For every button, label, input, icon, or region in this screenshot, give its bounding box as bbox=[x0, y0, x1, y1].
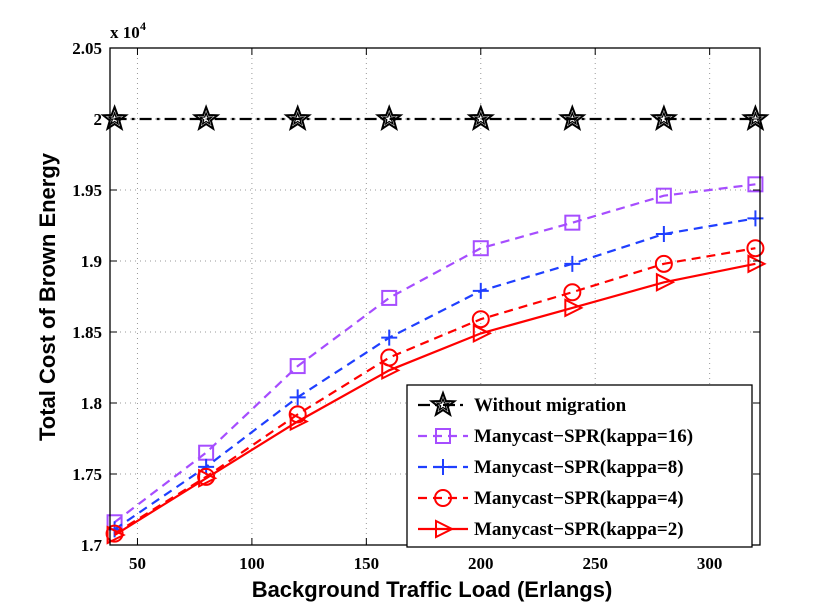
triangle-marker bbox=[472, 323, 493, 344]
star-marker bbox=[466, 104, 495, 132]
star-marker bbox=[283, 104, 312, 132]
square-marker bbox=[472, 240, 489, 257]
star-marker bbox=[649, 104, 679, 132]
star-marker bbox=[375, 104, 404, 132]
y-axis-multiplier: x 10 4 bbox=[110, 19, 146, 42]
legend-entry: Manycast−SPR(kappa=2) bbox=[418, 519, 684, 540]
star-marker-inner bbox=[564, 111, 580, 126]
series-layer bbox=[100, 104, 770, 545]
x-tick-label: 150 bbox=[354, 554, 380, 573]
legend-label: Manycast−SPR(kappa=2) bbox=[474, 519, 684, 540]
triangle-marker bbox=[289, 411, 309, 432]
series-2 bbox=[106, 210, 764, 538]
star-marker-inner bbox=[435, 397, 451, 412]
legend-label: Manycast−SPR(kappa=4) bbox=[474, 488, 684, 509]
y-tick-label: 2 bbox=[94, 110, 103, 129]
square-marker bbox=[435, 428, 451, 444]
y-tick-label: 1.9 bbox=[81, 252, 102, 271]
star-marker bbox=[191, 104, 221, 132]
plus-marker bbox=[435, 459, 451, 475]
square-marker bbox=[564, 214, 581, 231]
plus-marker bbox=[472, 282, 489, 299]
star-marker bbox=[558, 104, 587, 132]
tick-layer: 50 100 150 200 250 300 1.7 1.75 1.8 1.85 1.9 1.95 2 2… bbox=[72, 39, 760, 573]
circle-marker bbox=[563, 283, 582, 302]
star-marker bbox=[428, 390, 458, 418]
y-axis-label: Total Cost of Brown Energy bbox=[35, 152, 60, 441]
series-line bbox=[114, 262, 756, 537]
square-marker bbox=[747, 176, 764, 193]
plus-marker bbox=[381, 329, 398, 346]
x-tick-label: 50 bbox=[129, 554, 146, 573]
legend-entry: Manycast−SPR(kappa=8) bbox=[418, 457, 684, 478]
series-4 bbox=[106, 254, 767, 545]
triangle-marker bbox=[655, 272, 676, 292]
y-tick-label: 1.85 bbox=[72, 323, 102, 342]
circle-marker bbox=[471, 310, 490, 329]
multiplier-base: x 10 bbox=[110, 23, 140, 42]
star-marker-inner bbox=[198, 111, 214, 126]
y-tick-label: 1.7 bbox=[81, 536, 103, 555]
y-tick-label: 1.95 bbox=[72, 181, 102, 200]
plus-marker bbox=[289, 389, 306, 406]
legend-label: Without migration bbox=[474, 395, 627, 416]
circle-marker bbox=[434, 489, 452, 507]
y-tick-label: 1.75 bbox=[72, 465, 102, 484]
legend-entry: Without migration bbox=[418, 390, 627, 418]
circle-marker bbox=[654, 254, 673, 273]
series-0 bbox=[100, 104, 770, 132]
legend-entry: Manycast−SPR(kappa=16) bbox=[418, 426, 693, 447]
plus-marker bbox=[655, 226, 672, 243]
x-axis-label: Background Traffic Load (Erlangs) bbox=[252, 577, 613, 602]
triangle-marker bbox=[435, 519, 455, 539]
triangle-marker bbox=[564, 298, 584, 318]
square-marker bbox=[289, 358, 306, 375]
series-line bbox=[114, 247, 756, 535]
square-marker bbox=[655, 187, 672, 204]
triangle-marker bbox=[747, 254, 767, 274]
x-tick-label: 200 bbox=[468, 554, 494, 573]
legend-label: Manycast−SPR(kappa=8) bbox=[474, 457, 684, 478]
star-marker-inner bbox=[473, 111, 489, 126]
star-marker bbox=[100, 104, 129, 132]
star-marker-inner bbox=[290, 111, 306, 126]
x-tick-label: 300 bbox=[697, 554, 723, 573]
plus-marker bbox=[747, 210, 764, 227]
triangle-marker bbox=[381, 360, 401, 380]
triangle-marker bbox=[106, 525, 126, 545]
y-tick-label: 1.8 bbox=[81, 394, 102, 413]
plus-marker bbox=[198, 458, 215, 475]
star-marker bbox=[741, 104, 770, 132]
x-tick-label: 100 bbox=[239, 554, 265, 573]
circle-marker bbox=[746, 239, 765, 258]
multiplier-exponent: 4 bbox=[140, 19, 146, 33]
legend-label: Manycast−SPR(kappa=16) bbox=[474, 426, 693, 447]
star-marker-inner bbox=[656, 111, 672, 126]
triangle-marker bbox=[198, 468, 218, 488]
plus-marker bbox=[564, 255, 581, 272]
star-marker-inner bbox=[381, 111, 397, 126]
square-marker bbox=[381, 289, 398, 306]
x-tick-label: 250 bbox=[582, 554, 608, 573]
legend-entry: Manycast−SPR(kappa=4) bbox=[418, 488, 684, 509]
legend: Without migration Manycast−SPR(kappa=16) M… bbox=[406, 384, 753, 548]
series-line bbox=[113, 183, 756, 524]
y-tick-label: 2.05 bbox=[72, 39, 102, 58]
